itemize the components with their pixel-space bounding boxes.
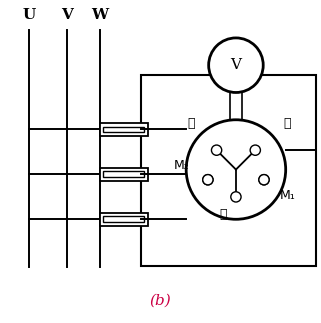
Circle shape <box>209 38 263 92</box>
Circle shape <box>186 120 286 219</box>
Text: V: V <box>62 8 73 22</box>
Bar <box>100 168 148 181</box>
Text: M₁: M₁ <box>279 189 295 202</box>
Circle shape <box>231 192 241 202</box>
Text: M₂: M₂ <box>173 159 189 172</box>
Bar <box>141 75 316 266</box>
Circle shape <box>259 175 269 185</box>
Circle shape <box>212 145 222 155</box>
Text: (b): (b) <box>150 294 171 308</box>
Text: 黄: 黄 <box>187 117 195 130</box>
Bar <box>100 123 148 136</box>
Text: 绿: 绿 <box>219 208 227 221</box>
Circle shape <box>250 145 260 155</box>
Text: V: V <box>230 58 241 72</box>
Bar <box>103 127 144 132</box>
Bar <box>103 172 144 177</box>
Text: 红: 红 <box>283 117 291 130</box>
Text: U: U <box>22 8 36 22</box>
Circle shape <box>259 175 269 185</box>
Circle shape <box>203 175 213 185</box>
Bar <box>103 216 144 222</box>
Text: W: W <box>91 8 108 22</box>
Circle shape <box>203 175 213 185</box>
Bar <box>100 213 148 226</box>
